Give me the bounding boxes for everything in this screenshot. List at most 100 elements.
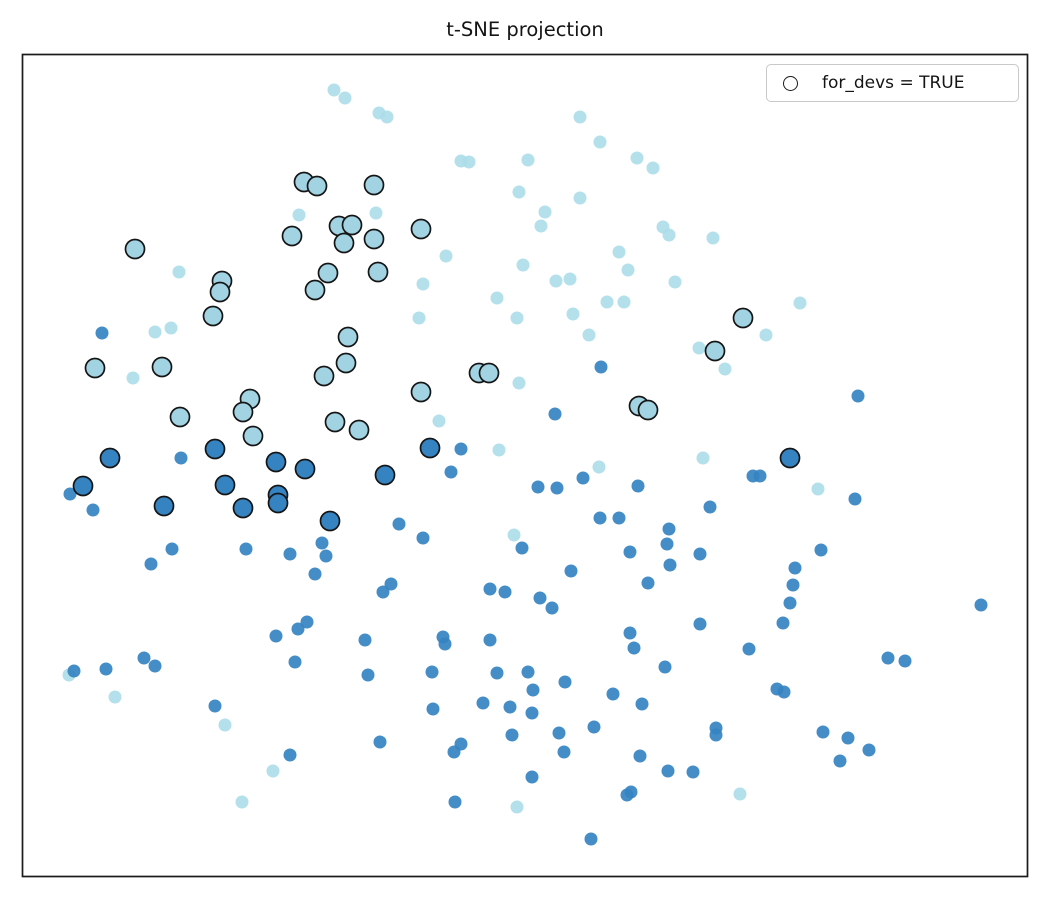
scatter-point xyxy=(814,543,828,557)
scatter-point xyxy=(454,442,468,456)
scatter-point xyxy=(490,291,504,305)
scatter-point xyxy=(108,690,122,704)
scatter-point xyxy=(67,664,81,678)
scatter-point xyxy=(661,764,675,778)
scatter-point xyxy=(793,296,807,310)
scatter-point xyxy=(84,357,106,379)
scatter-point xyxy=(662,522,676,536)
scatter-point xyxy=(319,549,333,563)
scatter-point xyxy=(426,702,440,716)
scatter-point xyxy=(313,365,335,387)
scatter-point xyxy=(612,511,626,525)
scatter-point xyxy=(693,547,707,561)
scatter-point xyxy=(281,225,303,247)
scatter-point xyxy=(759,328,773,342)
scatter-point xyxy=(476,696,490,710)
scatter-point xyxy=(99,447,121,469)
scatter-point xyxy=(358,633,372,647)
scatter-point xyxy=(266,764,280,778)
scatter-point xyxy=(380,110,394,124)
scatter-point xyxy=(786,578,800,592)
scatter-point xyxy=(660,537,674,551)
scatter-point xyxy=(153,495,175,517)
scatter-point xyxy=(462,155,476,169)
scatter-point xyxy=(592,460,606,474)
scatter-point xyxy=(288,655,302,669)
scatter-point xyxy=(124,238,146,260)
scatter-point xyxy=(531,480,545,494)
scatter-point xyxy=(521,153,535,167)
scatter-point xyxy=(526,683,540,697)
scatter-point xyxy=(753,469,767,483)
scatter-point xyxy=(412,311,426,325)
scatter-point xyxy=(623,626,637,640)
scatter-point xyxy=(851,389,865,403)
scatter-point xyxy=(490,666,504,680)
scatter-point xyxy=(512,185,526,199)
scatter-point xyxy=(242,425,264,447)
scatter-point xyxy=(373,735,387,749)
scatter-point xyxy=(811,482,825,496)
scatter-point xyxy=(267,492,289,514)
scatter-point xyxy=(410,381,432,403)
scatter-point xyxy=(566,307,580,321)
scatter-point xyxy=(498,585,512,599)
scatter-point xyxy=(703,500,717,514)
scatter-point xyxy=(327,83,341,97)
scatter-point xyxy=(548,407,562,421)
scatter-point xyxy=(478,362,500,384)
scatter-point xyxy=(521,665,535,679)
scatter-point xyxy=(558,675,572,689)
scatter-point xyxy=(576,471,590,485)
scatter-point xyxy=(538,205,552,219)
scatter-point xyxy=(557,745,571,759)
scatter-point xyxy=(709,728,723,742)
scatter-point xyxy=(208,699,222,713)
scatter-point xyxy=(663,558,677,572)
scatter-point xyxy=(235,795,249,809)
plot-frame xyxy=(21,53,1029,878)
scatter-point xyxy=(641,576,655,590)
scatter-point xyxy=(283,748,297,762)
scatter-point xyxy=(292,208,306,222)
scatter-point xyxy=(510,311,524,325)
scatter-point xyxy=(848,492,862,506)
scatter-point xyxy=(630,151,644,165)
scatter-point xyxy=(232,497,254,519)
open-circle-marker-icon xyxy=(783,75,798,91)
scatter-point xyxy=(308,567,322,581)
scatter-point xyxy=(515,541,529,555)
scatter-point xyxy=(367,261,389,283)
scatter-point xyxy=(582,328,596,342)
scatter-point xyxy=(410,218,432,240)
scatter-point xyxy=(621,263,635,277)
scatter-point xyxy=(507,528,521,542)
scatter-point xyxy=(563,272,577,286)
scatter-point xyxy=(432,414,446,428)
scatter-point xyxy=(317,262,339,284)
scatter-point xyxy=(658,660,672,674)
scatter-point xyxy=(333,232,355,254)
scatter-point xyxy=(369,206,383,220)
scatter-point xyxy=(545,601,559,615)
scatter-point xyxy=(627,641,641,655)
scatter-point xyxy=(492,443,506,457)
scatter-point xyxy=(862,743,876,757)
scatter-point xyxy=(300,615,314,629)
scatter-point xyxy=(144,557,158,571)
scatter-point xyxy=(600,295,614,309)
scatter-point xyxy=(99,662,113,676)
chart-title: t-SNE projection xyxy=(446,18,604,41)
scatter-point xyxy=(633,749,647,763)
scatter-point xyxy=(86,503,100,517)
scatter-point xyxy=(416,277,430,291)
scatter-point xyxy=(617,295,631,309)
scatter-point xyxy=(232,401,254,423)
scatter-point xyxy=(416,531,430,545)
scatter-point xyxy=(704,340,726,362)
scatter-point xyxy=(306,175,328,197)
scatter-point xyxy=(202,305,224,327)
scatter-point xyxy=(374,464,396,486)
scatter-point xyxy=(573,110,587,124)
